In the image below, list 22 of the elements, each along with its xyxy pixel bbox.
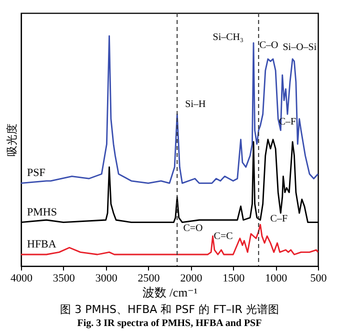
annotation: C=O: [183, 223, 203, 234]
y-axis-title: 吸光度: [6, 124, 18, 156]
series-label: PMHS: [27, 206, 57, 218]
x-tick-label: 500: [310, 272, 328, 284]
x-tick-label: 1500: [222, 272, 246, 284]
text: 图 3 PMHS、HFBA 和 PSF 的 FT–IR 光谱图: [60, 303, 279, 316]
x-tick-label: 1000: [265, 272, 288, 284]
annotation: C–O: [259, 40, 278, 51]
x-tick-label: 3500: [52, 272, 76, 284]
series-label: HFBA: [27, 238, 56, 250]
annotation: Si–O–Si: [282, 42, 317, 53]
annotation: Si–CH₃: [212, 32, 244, 43]
x-tick-label: 4000: [10, 272, 33, 284]
x-tick-label: 3000: [95, 272, 118, 284]
x-tick-label: 2500: [138, 272, 160, 284]
annotation: Si–H: [185, 99, 206, 110]
x-axis-title: 波数 /cm⁻¹: [142, 286, 198, 300]
x-tick-label: 2000: [180, 272, 203, 284]
annotation: C–F: [270, 214, 288, 225]
annotation: C=C: [214, 230, 234, 242]
text: Fig. 3 IR spectra of PMHS, HFBA and PSF: [77, 318, 262, 329]
series-label: PSF: [27, 167, 46, 180]
